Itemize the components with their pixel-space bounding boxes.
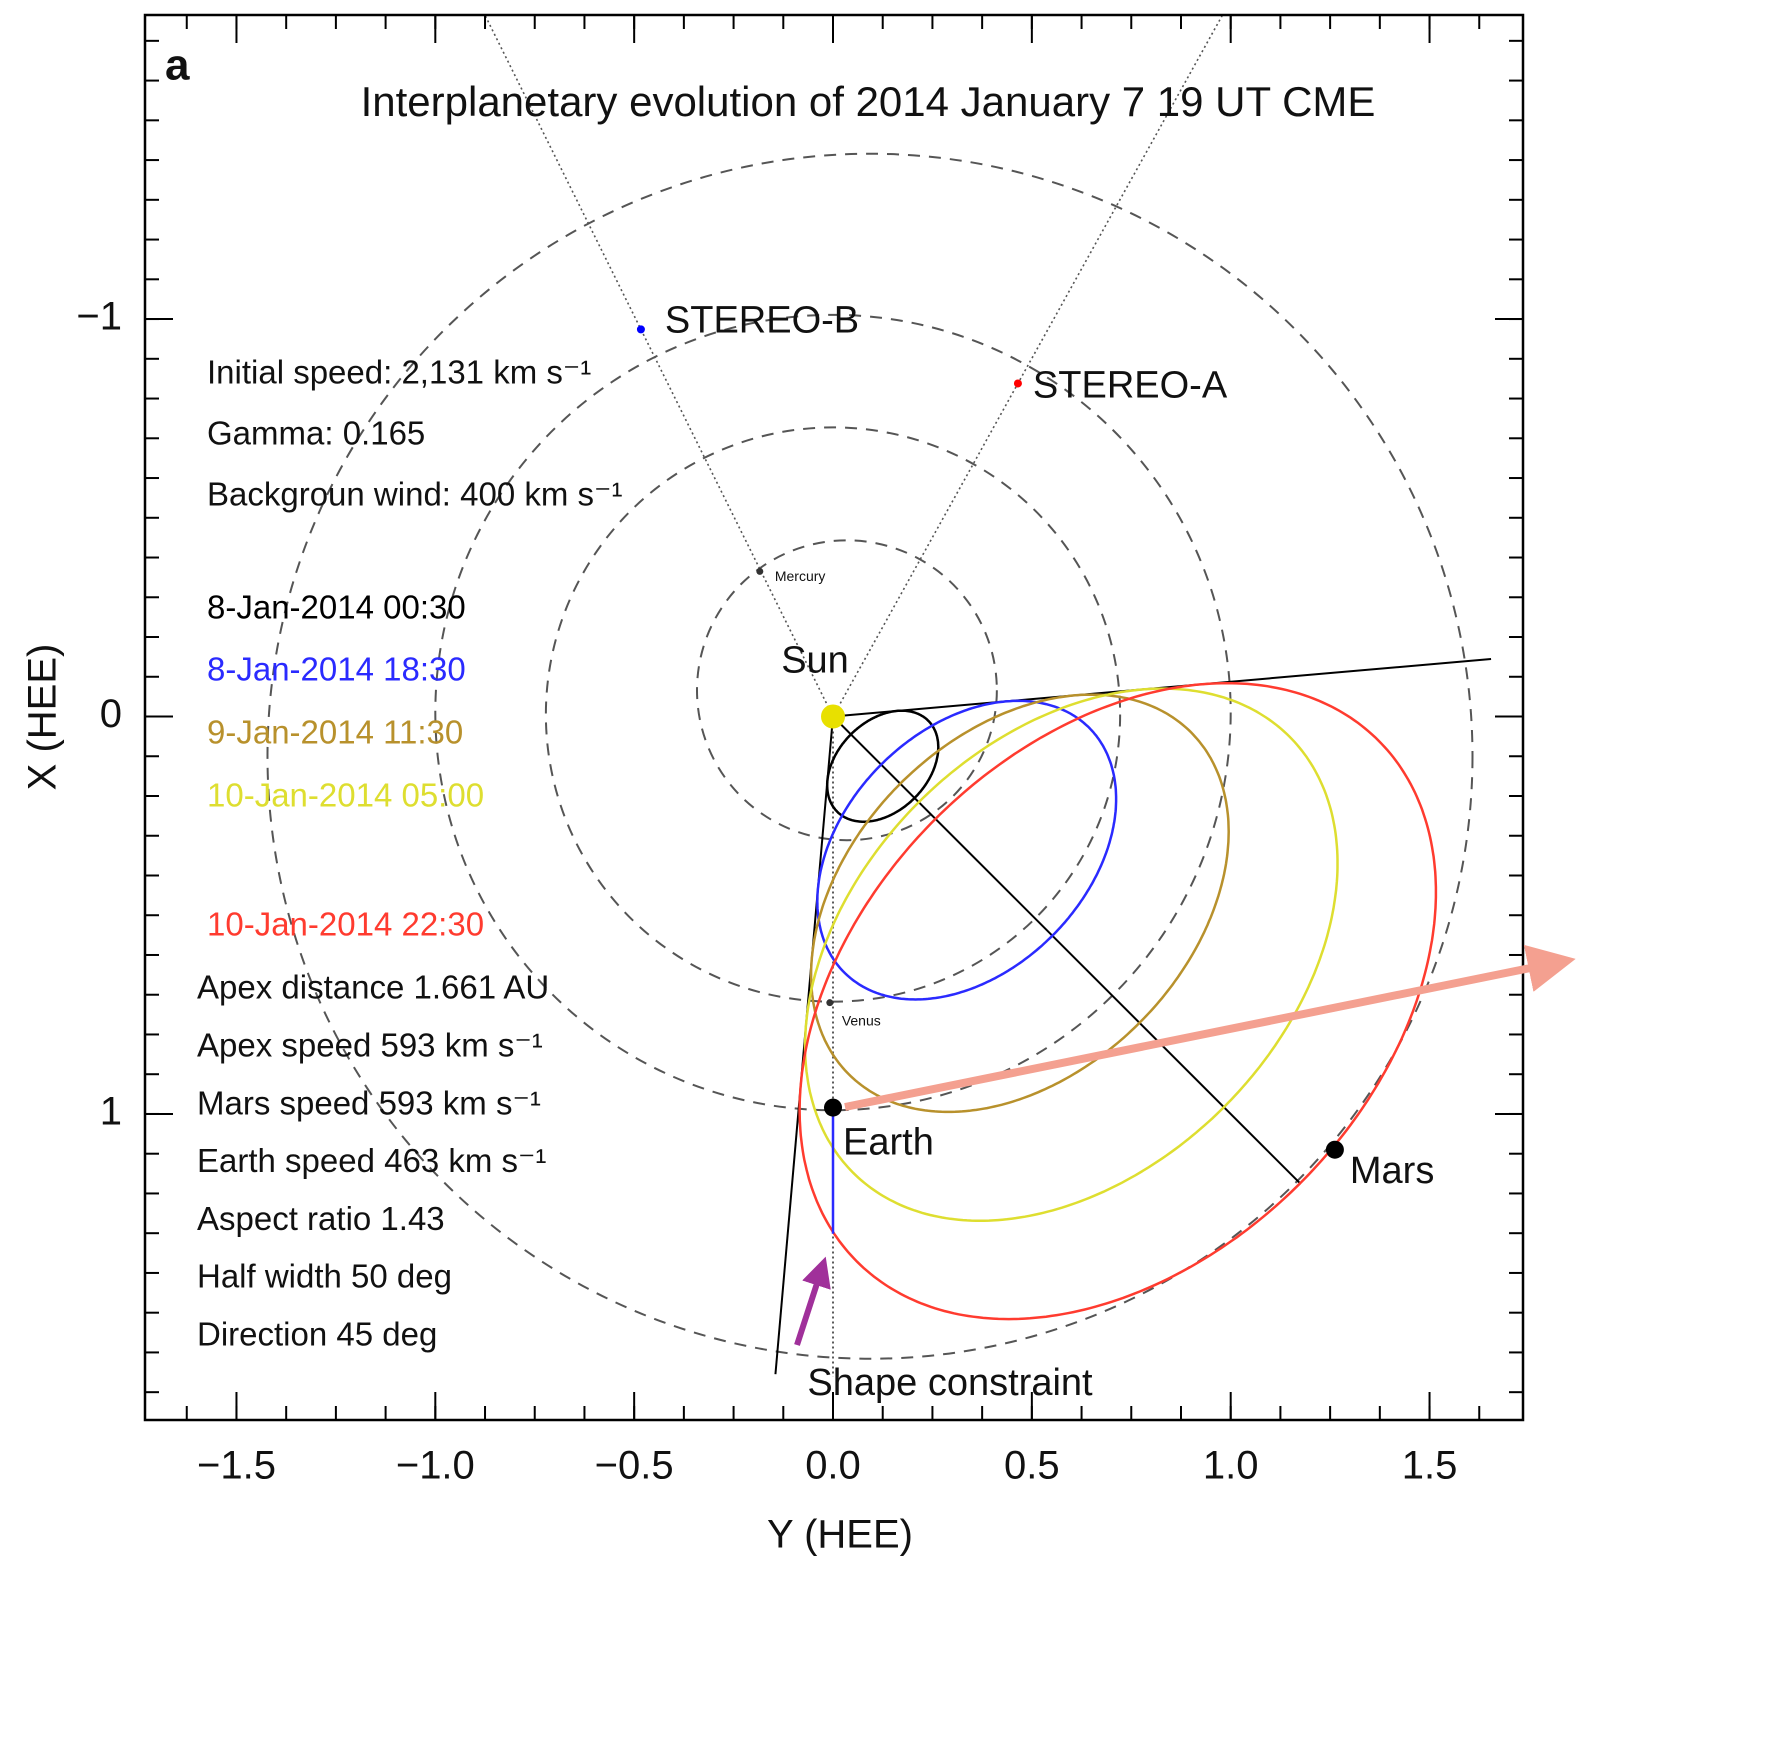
cme-front: [825, 709, 940, 823]
body-marker: [1013, 379, 1022, 388]
body-label: Mercury: [775, 568, 826, 584]
legend-label: 10-Jan-2014 05:00: [207, 777, 484, 814]
body-marker: [826, 999, 834, 1007]
x-tick-label: −1.5: [197, 1444, 276, 1488]
apex-text: Half width 50 deg: [197, 1258, 452, 1295]
apex-text: Mars speed 593 km s⁻¹: [197, 1084, 541, 1121]
y-axis-title: X (HEE): [21, 644, 65, 791]
body-marker: [756, 567, 764, 575]
legend-label: 10-Jan-2014 22:30: [207, 906, 484, 943]
pink-arrow: [844, 944, 1576, 1111]
cme-front: [798, 681, 1438, 1321]
y-tick-label: 1: [100, 1090, 122, 1134]
body-marker: [821, 704, 846, 729]
model-text: Gamma: 0.165: [207, 415, 425, 452]
cone-line: [832, 715, 1301, 1185]
apex-text: Apex distance 1.661 AU: [197, 969, 549, 1006]
model-text: Initial speed: 2,131 km s⁻¹: [207, 354, 591, 391]
panel-letter: a: [165, 41, 190, 90]
cme-front: [816, 699, 1118, 1001]
legend-label: 9-Jan-2014 11:30: [207, 714, 463, 751]
body-marker: [1325, 1140, 1344, 1159]
x-axis-title: Y (HEE): [767, 1513, 913, 1557]
model-text: Backgroun wind: 400 km s⁻¹: [207, 476, 622, 513]
x-tick-label: −1.0: [396, 1444, 475, 1488]
body-marker: [636, 325, 645, 334]
body-label: STEREO-B: [665, 299, 859, 341]
orbit: [434, 313, 1232, 1112]
apex-text: Direction 45 deg: [197, 1316, 437, 1353]
x-tick-label: 0.5: [1004, 1444, 1060, 1488]
cme-front: [803, 687, 1339, 1222]
chart-title: Interplanetary evolution of 2014 January…: [361, 78, 1376, 125]
orbit: [695, 539, 998, 842]
apex-text: Apex speed 593 km s⁻¹: [197, 1027, 543, 1064]
body-label: Earth: [843, 1122, 934, 1164]
x-tick-label: −0.5: [595, 1444, 674, 1488]
body-marker: [824, 1098, 843, 1117]
x-tick-label: 1.0: [1203, 1444, 1259, 1488]
y-tick-label: 0: [100, 692, 122, 736]
body-label: Venus: [842, 1012, 881, 1028]
y-tick-label: −1: [76, 295, 122, 339]
orbit: [266, 152, 1474, 1360]
apex-text: Earth speed 463 km s⁻¹: [197, 1142, 546, 1179]
body-label: Mars: [1350, 1150, 1434, 1192]
body-label: Sun: [781, 640, 849, 682]
x-tick-label: 0.0: [805, 1444, 861, 1488]
legend-label: 8-Jan-2014 00:30: [207, 589, 466, 626]
x-tick-label: 1.5: [1402, 1444, 1458, 1488]
body-label: STEREO-A: [1033, 364, 1228, 406]
legend-label: 8-Jan-2014 18:30: [207, 651, 466, 688]
apex-text: Aspect ratio 1.43: [197, 1200, 445, 1237]
constraint-label: Shape constraint: [807, 1362, 1093, 1404]
cme-front: [809, 693, 1230, 1114]
purple-arrow: [794, 1256, 831, 1346]
